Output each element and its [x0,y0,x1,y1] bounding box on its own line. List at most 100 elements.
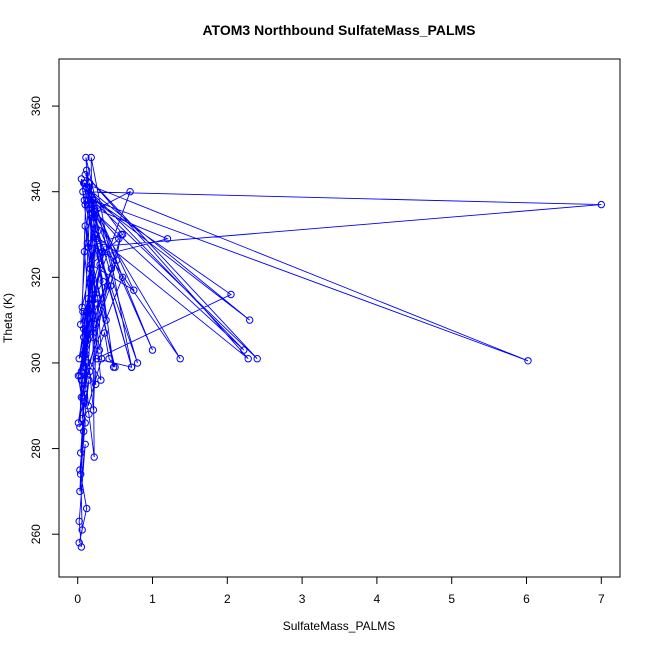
data-point [94,226,103,234]
data-point [81,419,89,427]
data-point [94,295,102,303]
data-point [82,337,90,346]
x-tick-label: 3 [299,592,306,606]
data-point [75,517,83,525]
data-point [130,286,138,294]
data-point [105,355,113,363]
data-point [80,325,88,333]
data-point [87,260,95,269]
data-point [117,230,125,239]
data-point [78,303,86,311]
data-point [176,355,184,363]
data-point [91,320,99,329]
data-point [79,307,87,316]
data-point [76,466,84,474]
data-point [97,376,105,384]
data-point [92,380,100,389]
data-point [82,350,90,359]
data-point [81,200,89,209]
x-tick-label: 2 [224,592,231,606]
data-point [76,487,84,496]
data-point [79,188,87,196]
data-point [92,235,101,243]
data-point [103,282,112,290]
data-point [75,539,83,547]
data-point [80,427,88,436]
data-point [100,329,109,337]
data-point [77,393,86,401]
data-point [107,265,116,273]
x-axis-label: SulfateMass_PALMS [283,619,396,633]
data-point [86,265,95,273]
data-point [74,372,83,380]
data-point [80,196,89,205]
data-point [83,504,91,513]
series-layer [74,153,605,551]
data-point [89,312,97,320]
data-point [133,359,142,367]
data-point [80,179,89,187]
x-tick-label: 1 [149,592,156,606]
x-tick-label: 6 [523,592,530,606]
data-point [77,449,85,457]
data-point [80,247,89,256]
data-point [79,350,87,359]
y-tick-label: 320 [29,267,43,287]
x-tick-label: 0 [74,592,81,606]
data-point [246,316,254,324]
data-point [98,247,107,256]
data-point [118,273,127,281]
data-point [85,410,93,418]
x-axis: 0 1 2 3 4 5 6 7 [74,576,605,606]
chart-title: ATOM3 Northbound SulfateMass_PALMS [202,22,475,38]
data-point [84,295,92,303]
y-tick-label: 280 [29,438,43,458]
data-point [253,355,261,363]
data-point [83,166,91,175]
data-point [88,277,96,286]
data-point [100,243,108,252]
data-point [85,192,93,200]
y-axis-label: Theta (K) [1,293,15,343]
data-point [99,277,107,286]
data-point [163,235,172,243]
data-point [78,526,86,534]
series-line [77,157,602,548]
data-point [89,333,97,341]
data-point [83,372,92,380]
data-point [80,363,88,371]
data-point [83,307,91,316]
data-point [77,543,86,551]
data-point [77,470,85,478]
data-point [84,243,92,252]
data-point [84,402,92,410]
x-tick-label: 4 [374,592,381,606]
y-axis: 260 280 300 320 340 360 [29,96,60,544]
data-point [102,316,110,324]
data-point [81,222,89,230]
x-tick-label: 5 [448,592,455,606]
data-point [76,423,84,431]
data-point [115,235,123,243]
data-point [80,397,88,406]
data-point [86,367,94,376]
data-point [89,209,97,217]
y-tick-label: 300 [29,353,43,373]
data-point [126,188,134,196]
data-point [92,355,101,363]
data-point [90,230,98,239]
data-point [81,440,89,448]
data-point [96,260,104,269]
data-point [89,290,98,299]
data-point [89,196,97,205]
data-point [244,355,252,363]
data-point [92,299,100,307]
data-point [87,205,95,213]
data-point [85,183,93,192]
data-point [90,453,98,461]
data-point [524,357,532,365]
data-point [87,153,95,162]
data-point [97,355,106,363]
data-point [90,213,98,222]
